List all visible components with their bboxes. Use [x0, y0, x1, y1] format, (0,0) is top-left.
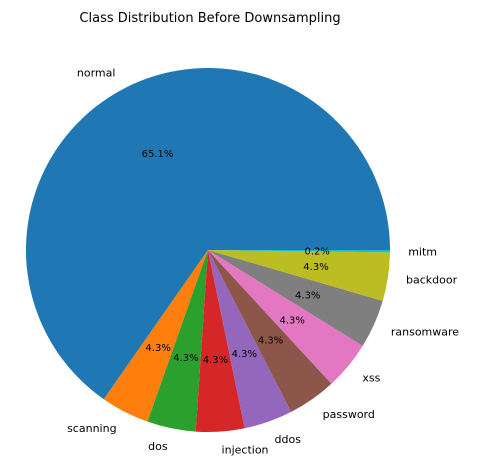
slice-label-normal: normal — [77, 66, 116, 79]
slice-percent-ransomware: 4.3% — [295, 290, 320, 301]
pie-slice-injection — [195, 250, 245, 432]
slice-label-mitm: mitm — [408, 245, 437, 258]
slice-label-injection: injection — [222, 444, 269, 457]
pie-slice-backdoor — [208, 250, 390, 301]
slice-label-ddos: ddos — [275, 433, 302, 446]
pie-slice-dos — [147, 250, 208, 432]
slice-percent-xss: 4.3% — [280, 316, 305, 327]
slice-percent-password: 4.3% — [258, 336, 283, 347]
pie-slice-normal — [25, 68, 390, 400]
slice-percent-scanning: 4.3% — [145, 343, 170, 354]
pie-slice-mitm — [208, 250, 390, 253]
pie-slices — [25, 68, 390, 432]
pie-slice-scanning — [103, 250, 208, 422]
slice-percent-injection: 4.3% — [203, 355, 228, 366]
slice-percent-normal: 65.1% — [142, 149, 174, 160]
pie-labels: normal 65.1% scanning 4.3% dos 4.3% injection 4… — [67, 66, 459, 456]
pie-slice-ransomware — [208, 250, 383, 346]
slice-label-password: password — [323, 408, 375, 421]
slice-label-scanning: scanning — [67, 422, 116, 435]
slice-percent-mitm: 0.2% — [304, 247, 329, 258]
pie-slice-password — [208, 250, 332, 412]
slice-percent-dos: 4.3% — [173, 353, 198, 364]
slice-percent-ddos: 4.3% — [232, 349, 257, 360]
slice-percent-backdoor: 4.3% — [303, 262, 328, 273]
slice-label-ransomware: ransomware — [391, 325, 459, 338]
pie-slice-ddos — [208, 250, 292, 429]
chart-title: Class Distribution Before Downsampling — [79, 11, 340, 26]
pie-slice-xss — [208, 250, 363, 384]
slice-label-backdoor: backdoor — [406, 274, 458, 287]
slice-label-dos: dos — [148, 440, 168, 453]
slice-label-xss: xss — [362, 371, 380, 384]
